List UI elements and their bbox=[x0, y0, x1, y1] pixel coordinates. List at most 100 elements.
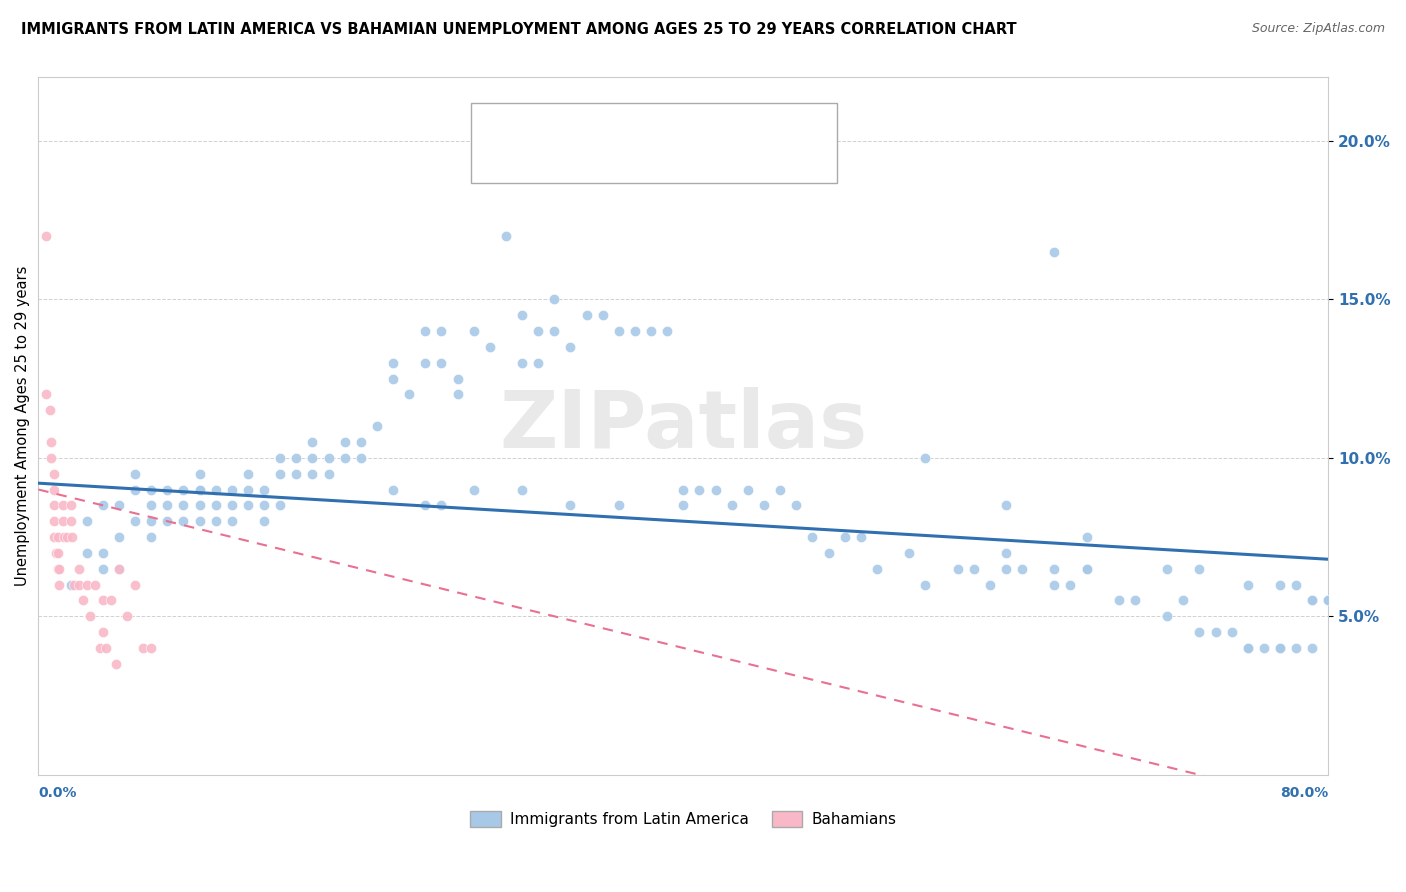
Text: R =: R = bbox=[522, 119, 555, 134]
Point bbox=[657, 324, 679, 338]
Point bbox=[560, 499, 582, 513]
Point bbox=[156, 483, 179, 497]
Point bbox=[689, 483, 711, 497]
Point bbox=[108, 562, 131, 576]
Point bbox=[56, 530, 79, 544]
Point bbox=[1236, 640, 1258, 655]
Point bbox=[1108, 593, 1130, 607]
Point bbox=[737, 483, 759, 497]
Point bbox=[1285, 640, 1308, 655]
Point bbox=[1205, 625, 1227, 640]
Point bbox=[301, 467, 323, 481]
Point bbox=[350, 434, 373, 449]
Point bbox=[543, 293, 565, 307]
Point bbox=[1301, 593, 1323, 607]
Point bbox=[382, 483, 405, 497]
Point bbox=[59, 499, 82, 513]
Point bbox=[89, 640, 111, 655]
Point bbox=[53, 530, 76, 544]
Point bbox=[527, 356, 550, 370]
Point bbox=[44, 467, 66, 481]
Point bbox=[156, 499, 179, 513]
Point bbox=[1236, 640, 1258, 655]
Point bbox=[672, 499, 695, 513]
Point bbox=[59, 577, 82, 591]
Point bbox=[415, 324, 437, 338]
Point bbox=[141, 483, 163, 497]
Point bbox=[72, 593, 94, 607]
Point bbox=[46, 546, 69, 560]
Point bbox=[1076, 562, 1098, 576]
Point bbox=[866, 562, 889, 576]
Point bbox=[236, 467, 259, 481]
Point bbox=[172, 499, 194, 513]
Point bbox=[253, 514, 276, 528]
Legend: Immigrants from Latin America, Bahamians: Immigrants from Latin America, Bahamians bbox=[464, 805, 903, 833]
Point bbox=[575, 308, 598, 322]
Text: ZIPatlas: ZIPatlas bbox=[499, 387, 868, 465]
Point bbox=[141, 499, 163, 513]
Point bbox=[285, 467, 308, 481]
Point bbox=[1043, 562, 1066, 576]
Point bbox=[979, 577, 1001, 591]
Point bbox=[221, 499, 243, 513]
Point bbox=[1285, 577, 1308, 591]
Point bbox=[285, 450, 308, 465]
Point bbox=[1156, 609, 1178, 624]
Point bbox=[962, 562, 984, 576]
Text: N =: N = bbox=[661, 119, 695, 134]
Point bbox=[91, 593, 114, 607]
Point bbox=[172, 514, 194, 528]
Point bbox=[141, 514, 163, 528]
Point bbox=[333, 450, 356, 465]
Point bbox=[91, 546, 114, 560]
Point bbox=[478, 340, 501, 354]
Point bbox=[79, 609, 101, 624]
Text: -0.292: -0.292 bbox=[567, 119, 621, 134]
Point bbox=[39, 434, 62, 449]
Point bbox=[91, 625, 114, 640]
Point bbox=[104, 657, 127, 671]
Text: 80.0%: 80.0% bbox=[1279, 786, 1329, 800]
Point bbox=[253, 499, 276, 513]
Point bbox=[994, 499, 1017, 513]
Point bbox=[124, 483, 146, 497]
Point bbox=[156, 514, 179, 528]
Point bbox=[108, 499, 131, 513]
Point bbox=[76, 577, 98, 591]
Point bbox=[188, 483, 211, 497]
Point bbox=[301, 434, 323, 449]
Point bbox=[44, 499, 66, 513]
Point bbox=[898, 546, 921, 560]
Text: 0.0%: 0.0% bbox=[38, 786, 77, 800]
Text: 137: 137 bbox=[706, 119, 738, 134]
Text: -0.056: -0.056 bbox=[567, 151, 621, 166]
Point bbox=[124, 514, 146, 528]
Point bbox=[51, 514, 73, 528]
Text: R =: R = bbox=[522, 151, 555, 166]
Point bbox=[1123, 593, 1146, 607]
Point bbox=[495, 228, 517, 243]
Point bbox=[1268, 640, 1291, 655]
Point bbox=[333, 434, 356, 449]
Point bbox=[1317, 593, 1340, 607]
Point bbox=[204, 483, 226, 497]
Point bbox=[1043, 244, 1066, 259]
Point bbox=[124, 467, 146, 481]
Point bbox=[1301, 593, 1323, 607]
Point bbox=[785, 499, 807, 513]
Point bbox=[51, 499, 73, 513]
Point bbox=[318, 467, 340, 481]
Point bbox=[45, 546, 67, 560]
Point bbox=[39, 450, 62, 465]
Point bbox=[543, 324, 565, 338]
Point bbox=[446, 371, 468, 385]
Point bbox=[994, 562, 1017, 576]
Point bbox=[132, 640, 155, 655]
Point bbox=[76, 514, 98, 528]
Point bbox=[382, 356, 405, 370]
Point bbox=[1236, 577, 1258, 591]
Point bbox=[1076, 530, 1098, 544]
Point bbox=[1220, 625, 1243, 640]
Point bbox=[115, 609, 138, 624]
